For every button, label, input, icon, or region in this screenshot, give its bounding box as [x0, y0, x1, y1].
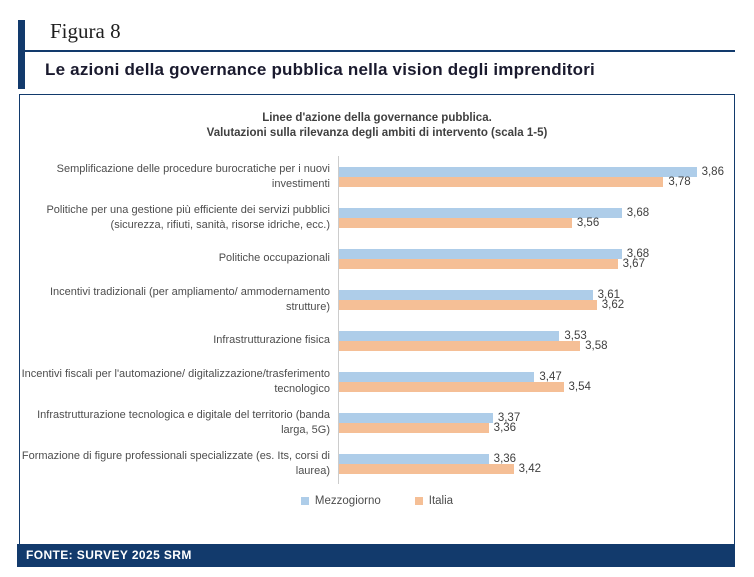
bar-row: Politiche occupazionali 3,68 3,67: [20, 238, 734, 279]
legend-swatch-icon: [300, 497, 309, 505]
value-label: 3,68: [626, 247, 650, 260]
italia-bar: [339, 422, 489, 433]
value-label: 3,67: [622, 257, 645, 270]
mezzogiorno-bar: [339, 453, 489, 464]
legend-label: Italia: [428, 495, 454, 507]
bar-line: 3,56: [339, 216, 734, 229]
value-label: 3,61: [597, 288, 621, 301]
plot-area: 3,68 3,67: [338, 238, 734, 279]
mezzogiorno-bar: [339, 289, 593, 300]
legend-item-italia: Italia: [414, 495, 454, 507]
mezzogiorno-bar: [339, 248, 622, 259]
bar-line: 3,37: [339, 411, 734, 424]
legend: Mezzogiorno Italia: [20, 495, 734, 507]
bar-line: 3,61: [339, 288, 734, 301]
value-label: 3,36: [493, 421, 517, 434]
value-label: 3,86: [701, 165, 724, 178]
bar-line: 3,58: [339, 339, 734, 352]
bar-line: 3,36: [339, 421, 734, 434]
category-label: Incentivi tradizionali (per ampliamento/…: [49, 286, 330, 313]
category-label: Infrastrutturazione tecnologica e digita…: [37, 409, 330, 436]
chart-title-line-1: Linee d'azione della governance pubblica…: [262, 112, 492, 124]
value-label: 3,53: [564, 329, 587, 342]
bar-line: 3,47: [339, 370, 734, 383]
italia-bar: [339, 299, 597, 310]
italia-bar: [339, 381, 564, 392]
mezzogiorno-bar: [339, 166, 697, 177]
value-label: 3,47: [539, 370, 562, 383]
mezzogiorno-bar: [339, 207, 622, 218]
value-label: 3,78: [668, 175, 691, 188]
bar-rows: Semplificazione delle procedure burocrat…: [20, 156, 734, 484]
legend-item-mezzogiorno: Mezzogiorno: [300, 495, 381, 507]
category-label: Politiche occupazionali: [218, 252, 330, 265]
plot-area: 3,53 3,58: [338, 320, 734, 361]
chart-panel: Linee d'azione della governance pubblica…: [19, 94, 735, 545]
plot-area: 3,61 3,62: [338, 279, 734, 320]
italia-bar: [339, 176, 664, 187]
mezzogiorno-bar: [339, 330, 560, 341]
value-label: 3,37: [497, 411, 521, 424]
value-label: 3,58: [585, 339, 608, 352]
source-text: FONTE: SURVEY 2025 SRM: [26, 548, 192, 562]
chart-title-line-2: Valutazioni sulla rilevanza degli ambiti…: [206, 127, 548, 139]
bar-line: 3,62: [339, 298, 734, 311]
mezzogiorno-bar: [339, 412, 493, 423]
plot-area: 3,86 3,78: [338, 156, 734, 197]
bar-row: Incentivi tradizionali (per ampliamento/…: [20, 279, 734, 320]
plot-area: 3,36 3,42: [338, 443, 734, 484]
bar-line: 3,36: [339, 452, 734, 465]
plot-area: 3,68 3,56: [338, 197, 734, 238]
bar-line: 3,53: [339, 329, 734, 342]
category-label: Incentivi fiscali per l'automazione/ dig…: [21, 368, 330, 395]
value-label: 3,68: [626, 206, 650, 219]
mezzogiorno-bar: [339, 371, 535, 382]
value-label: 3,62: [601, 298, 625, 311]
italia-bar: [339, 258, 618, 269]
figure-title: Le azioni della governance pubblica nell…: [45, 60, 595, 79]
italia-bar: [339, 340, 581, 351]
category-label: Infrastrutturazione fisica: [213, 334, 330, 347]
bar-line: 3,86: [339, 165, 734, 178]
value-label: 3,54: [568, 380, 591, 393]
category-label: Formazione di figure professionali speci…: [21, 450, 330, 477]
italia-bar: [339, 463, 514, 474]
bar-row: Infrastrutturazione tecnologica e digita…: [20, 402, 734, 443]
plot-area: 3,37 3,36: [338, 402, 734, 443]
bar-line: 3,54: [339, 380, 734, 393]
figure-label: Figura 8: [50, 19, 121, 43]
value-label: 3,36: [493, 452, 517, 465]
bar-line: 3,78: [339, 175, 734, 188]
bar-line: 3,42: [339, 462, 734, 475]
bar-line: 3,68: [339, 247, 734, 260]
bar-row: Formazione di figure professionali speci…: [20, 443, 734, 484]
chart-title: Linee d'azione della governance pubblica…: [20, 111, 734, 141]
italia-bar: [339, 217, 572, 228]
value-label: 3,42: [518, 462, 542, 475]
category-label: Politiche per una gestione più efficient…: [46, 204, 330, 231]
header-rule: [25, 50, 735, 52]
bar-row: Incentivi fiscali per l'automazione/ dig…: [20, 361, 734, 402]
bar-row: Infrastrutturazione fisica 3,53 3,58: [20, 320, 734, 361]
plot-area: 3,47 3,54: [338, 361, 734, 402]
legend-swatch-icon: [414, 497, 423, 505]
bar-line: 3,68: [339, 206, 734, 219]
value-label: 3,56: [576, 216, 600, 229]
bar-line: 3,67: [339, 257, 734, 270]
footer-bar: FONTE: SURVEY 2025 SRM: [17, 544, 735, 567]
bar-row: Politiche per una gestione più efficient…: [20, 197, 734, 238]
legend-label: Mezzogiorno: [314, 495, 381, 507]
accent-bar: [18, 20, 25, 89]
bar-row: Semplificazione delle procedure burocrat…: [20, 156, 734, 197]
category-label: Semplificazione delle procedure burocrat…: [56, 163, 330, 190]
